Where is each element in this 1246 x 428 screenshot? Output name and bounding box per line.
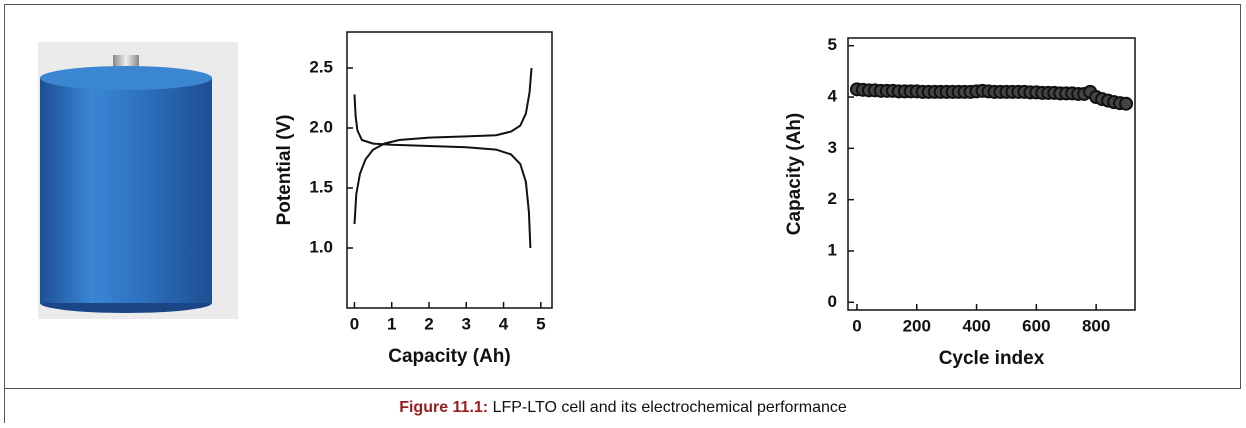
caption: Figure 11.1: LFP-LTO cell and its electr… <box>399 399 847 416</box>
x-tick-label: 0 <box>350 314 359 333</box>
x-tick-label: 0 <box>852 316 861 335</box>
y-tick-label: 1 <box>828 240 837 259</box>
x-tick-label: 200 <box>903 316 931 335</box>
x-tick-label: 3 <box>462 314 471 333</box>
x-tick-label: 800 <box>1082 316 1110 335</box>
point <box>1119 96 1134 111</box>
caption-label: Figure 11.1: <box>399 399 488 416</box>
x-tick-label: 600 <box>1022 316 1050 335</box>
y-tick-label: 5 <box>828 35 837 54</box>
cell-photo <box>38 42 238 319</box>
x-tick-label: 400 <box>962 316 990 335</box>
y-tick-label: 4 <box>828 87 838 106</box>
y-tick-label: 2 <box>828 189 837 208</box>
y-axis-label: Potential (V) <box>274 115 295 226</box>
y-tick-label: 0 <box>828 292 837 311</box>
y-tick-label: 2.5 <box>309 57 333 76</box>
y-tick-label: 3 <box>828 138 837 157</box>
x-tick-label: 2 <box>424 314 433 333</box>
plot-frame <box>847 37 1136 311</box>
frame <box>4 4 1241 423</box>
curve <box>353 94 532 249</box>
caption-text: LFP-LTO cell and its electrochemical per… <box>493 399 847 416</box>
y-tick-label: 2.0 <box>309 117 333 136</box>
y-tick-label: 1.0 <box>309 237 333 256</box>
x-axis-label: Cycle index <box>939 348 1045 369</box>
x-tick-label: 1 <box>387 314 396 333</box>
x-tick-label: 5 <box>536 314 545 333</box>
plot-frame <box>346 31 553 309</box>
x-axis-label: Capacity (Ah) <box>388 346 510 367</box>
y-axis-label: Capacity (Ah) <box>784 113 805 235</box>
x-tick-label: 4 <box>499 314 509 333</box>
curve <box>353 67 533 225</box>
y-tick-label: 1.5 <box>309 177 333 196</box>
